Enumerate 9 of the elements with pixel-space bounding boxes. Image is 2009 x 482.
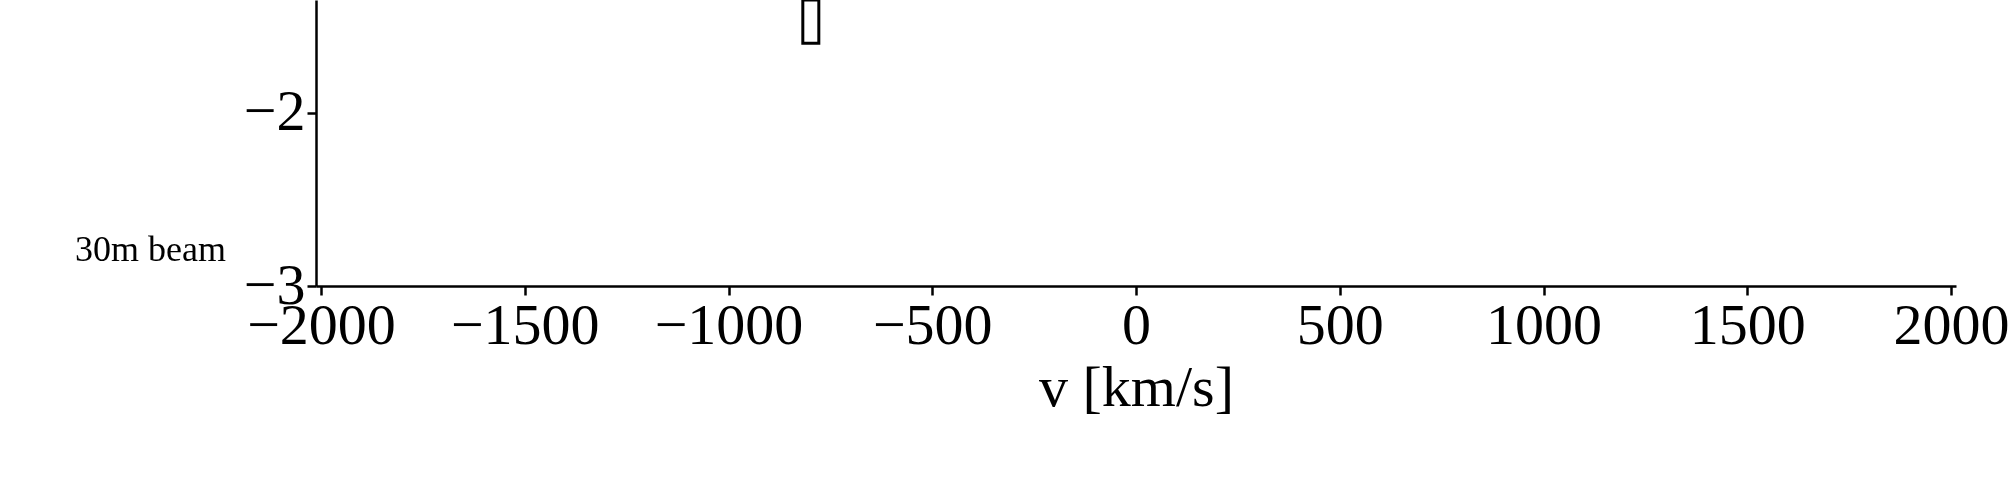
text: 30m beam <box>75 229 226 269</box>
x-tick-label: −500 <box>872 291 993 357</box>
x-tick-label: −1000 <box>654 291 804 357</box>
x-tick-label: 2000 <box>1893 291 2009 357</box>
x-tick-label: 1000 <box>1486 291 1602 357</box>
x-tick-label: 1500 <box>1689 291 1806 357</box>
x-tick-label: 500 <box>1296 291 1384 357</box>
y-tick-label: −2 <box>243 78 306 144</box>
x-tick-label: −1500 <box>450 291 600 357</box>
